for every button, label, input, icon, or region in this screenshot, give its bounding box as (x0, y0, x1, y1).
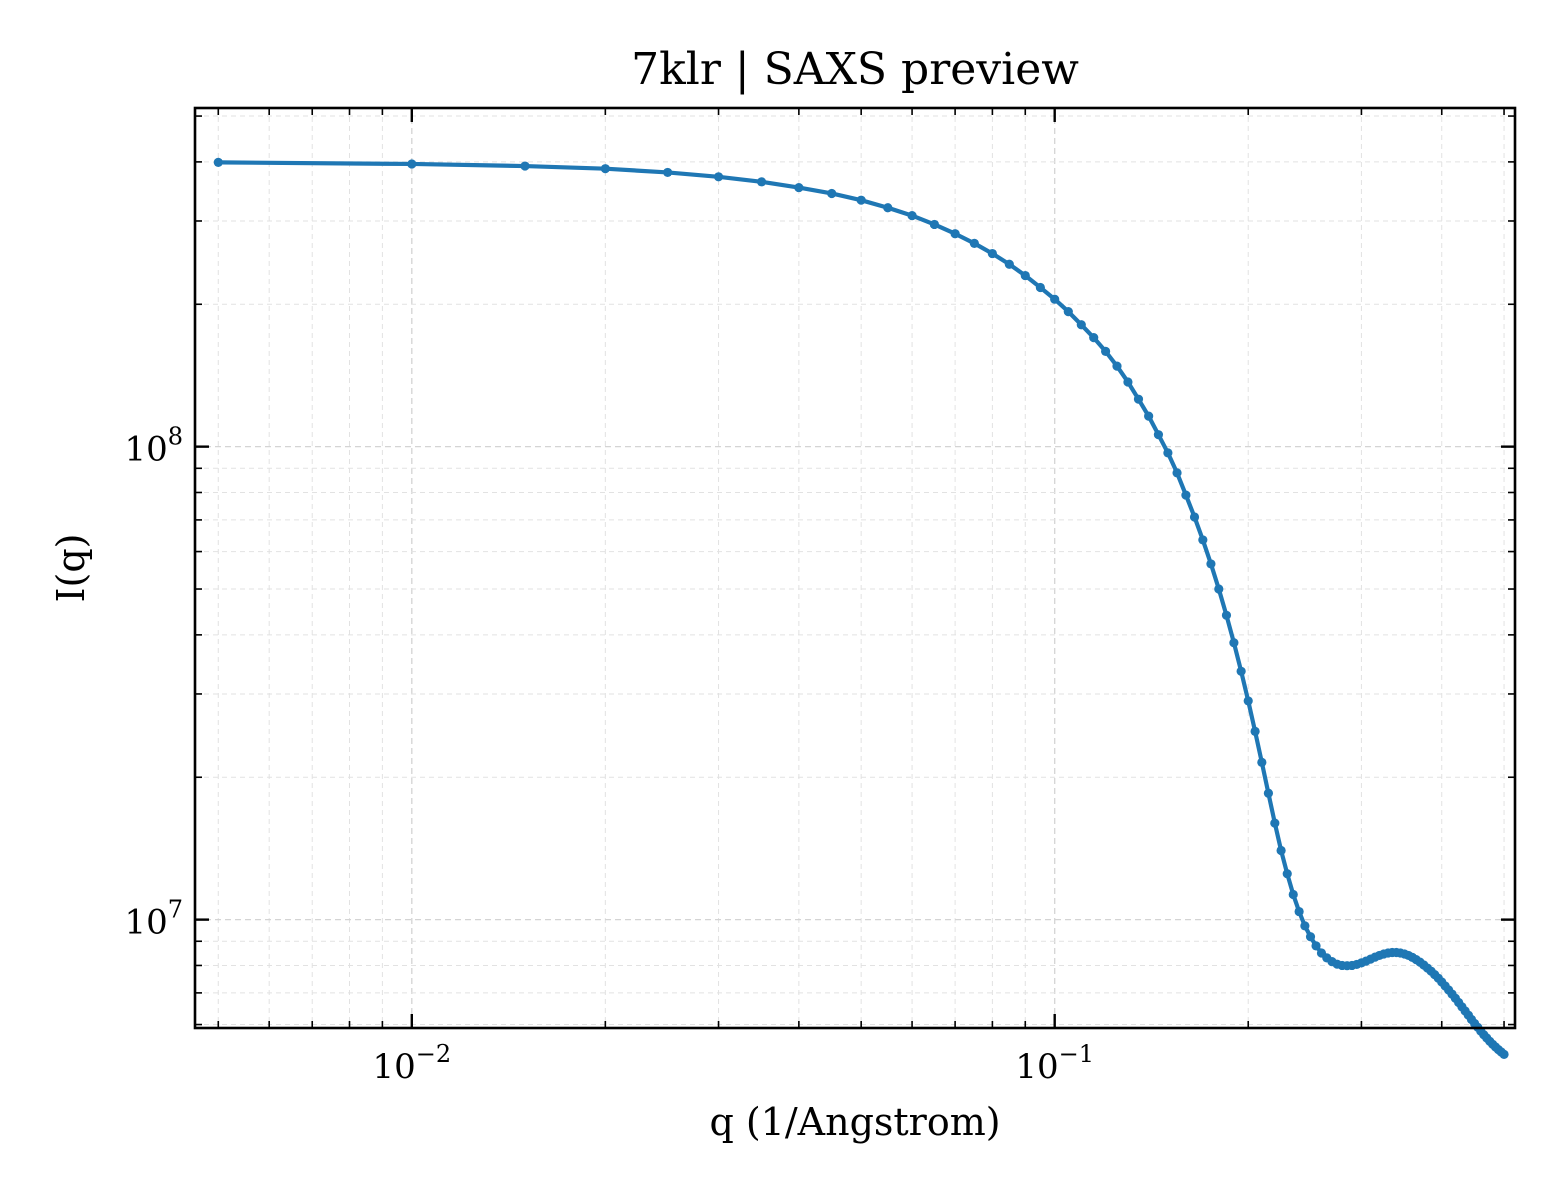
data-point (1181, 490, 1191, 500)
data-point (1063, 306, 1073, 317)
x-axis-label: q (1/Angstrom) (709, 1100, 1000, 1144)
data-point (1153, 430, 1164, 440)
data-point (1229, 638, 1239, 648)
data-point (883, 203, 893, 213)
data-point (1076, 320, 1086, 330)
data-point (1305, 932, 1316, 942)
data-point (1294, 906, 1304, 917)
data-point (1101, 346, 1111, 356)
data-point (827, 188, 837, 199)
chart-title: 7klr | SAXS preview (631, 44, 1079, 95)
y-tick-label: 108 (124, 423, 183, 470)
y-axis-label: I(q) (49, 534, 93, 603)
tick-labels: 10−2 10−1 107 108 (124, 423, 1094, 1087)
data-point (1198, 535, 1208, 545)
data-point (929, 219, 940, 230)
data-point (1133, 394, 1144, 404)
data-point (1206, 559, 1216, 569)
data-point (1243, 696, 1253, 706)
data-point (1050, 294, 1060, 304)
data-point (1288, 889, 1298, 900)
data-point (987, 248, 997, 259)
data-point (907, 210, 917, 221)
data-point (407, 159, 417, 169)
series-layer (213, 157, 1509, 1059)
data-point (1020, 270, 1030, 281)
x-tick-label: 10−2 (372, 1040, 451, 1087)
data-point (1214, 584, 1224, 594)
data-point (1221, 610, 1232, 620)
data-point (1112, 361, 1122, 371)
plot-frame (193, 106, 1517, 1030)
data-point (1172, 468, 1182, 478)
data-point (1163, 448, 1173, 458)
data-point (1144, 411, 1154, 421)
data-point (1189, 512, 1200, 522)
data-point (950, 229, 960, 239)
data-point (1089, 333, 1099, 343)
data-point (663, 167, 673, 178)
data-point (213, 157, 223, 168)
grid (195, 108, 1515, 1028)
data-point (600, 164, 610, 174)
y-tick-label: 107 (124, 896, 183, 943)
data-point (520, 161, 530, 171)
data-point (1300, 921, 1310, 931)
data-point (1250, 726, 1260, 737)
data-point (1276, 845, 1286, 856)
data-point (794, 182, 804, 193)
data-point (1257, 757, 1267, 767)
data-point (1236, 666, 1246, 676)
data-point (856, 195, 866, 205)
data-point (1282, 869, 1292, 879)
x-tick-label: 10−1 (1015, 1040, 1094, 1087)
data-point (756, 177, 767, 187)
data-point (1270, 818, 1280, 828)
data-point (1035, 282, 1045, 293)
data-point (1123, 377, 1133, 387)
data-point (1311, 941, 1321, 951)
data-point (1499, 1049, 1509, 1059)
data-point (1004, 259, 1014, 269)
data-point (713, 172, 724, 182)
data-point (1263, 788, 1274, 798)
data-point (969, 238, 979, 248)
